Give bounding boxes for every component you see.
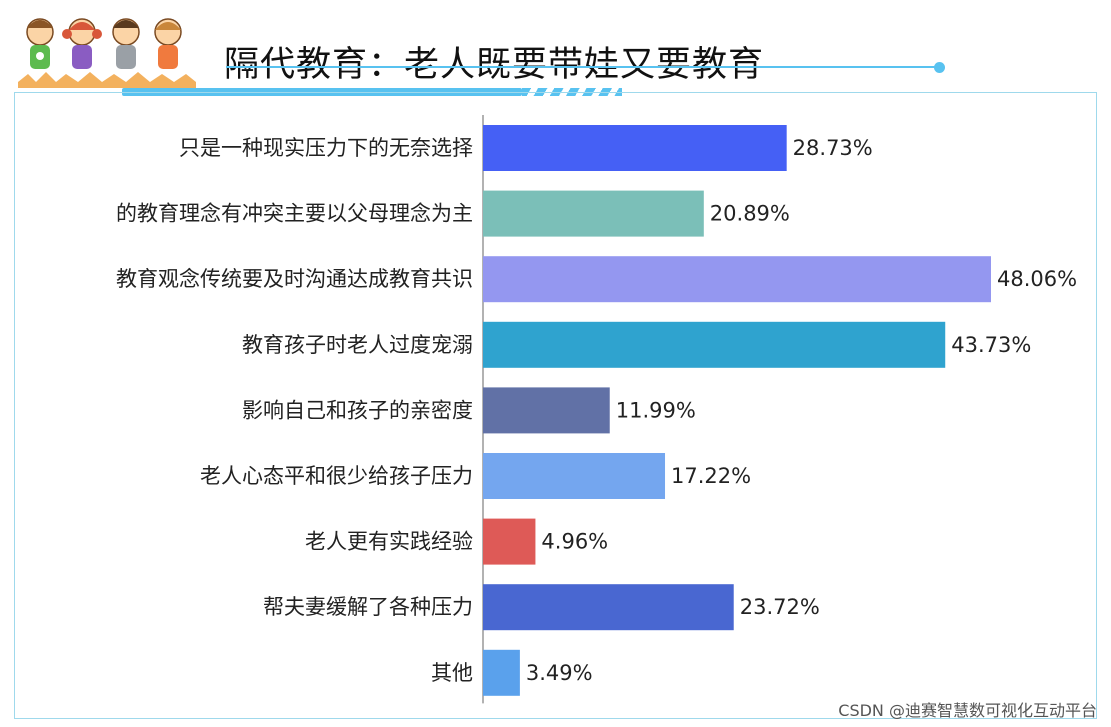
bar [483, 125, 787, 171]
page-title: 隔代教育：老人既要带娃又要教育 [224, 45, 765, 85]
value-label: 23.72% [740, 595, 820, 619]
value-label: 11.99% [616, 398, 696, 422]
value-label: 20.89% [710, 202, 790, 226]
value-label: 43.73% [951, 333, 1031, 357]
category-label: 的教育理念有冲突主要以父母理念为主 [116, 202, 473, 226]
bar [483, 387, 610, 434]
category-label: 教育观念传统要及时沟通达成教育共识 [116, 267, 473, 291]
value-label: 48.06% [997, 267, 1077, 291]
category-label: 其他 [431, 661, 473, 685]
title-underline [226, 66, 942, 68]
bar [483, 649, 520, 696]
bar [483, 453, 666, 499]
chart-panel [14, 92, 1097, 719]
category-label: 老人心态平和很少给孩子压力 [200, 464, 473, 488]
children-illustration [18, 18, 196, 88]
header: 隔代教育：老人既要带娃又要教育 [0, 0, 1111, 96]
bar [483, 321, 946, 368]
bar [483, 256, 991, 303]
bar [483, 190, 704, 237]
value-label: 3.49% [526, 661, 593, 685]
title-underline-dot [934, 62, 945, 73]
value-label: 28.73% [793, 136, 873, 160]
category-label: 帮夫妻缓解了各种压力 [263, 595, 473, 619]
category-label: 教育孩子时老人过度宠溺 [242, 333, 473, 357]
watermark: CSDN @迪赛智慧数可视化互动平台 [838, 701, 1097, 720]
bar [483, 518, 536, 565]
category-label: 影响自己和孩子的亲密度 [242, 398, 473, 422]
category-label: 老人更有实践经验 [305, 530, 473, 554]
bar [483, 584, 734, 631]
value-label: 17.22% [671, 464, 751, 488]
value-label: 4.96% [541, 530, 608, 554]
category-label: 只是一种现实压力下的无奈选择 [179, 136, 473, 160]
